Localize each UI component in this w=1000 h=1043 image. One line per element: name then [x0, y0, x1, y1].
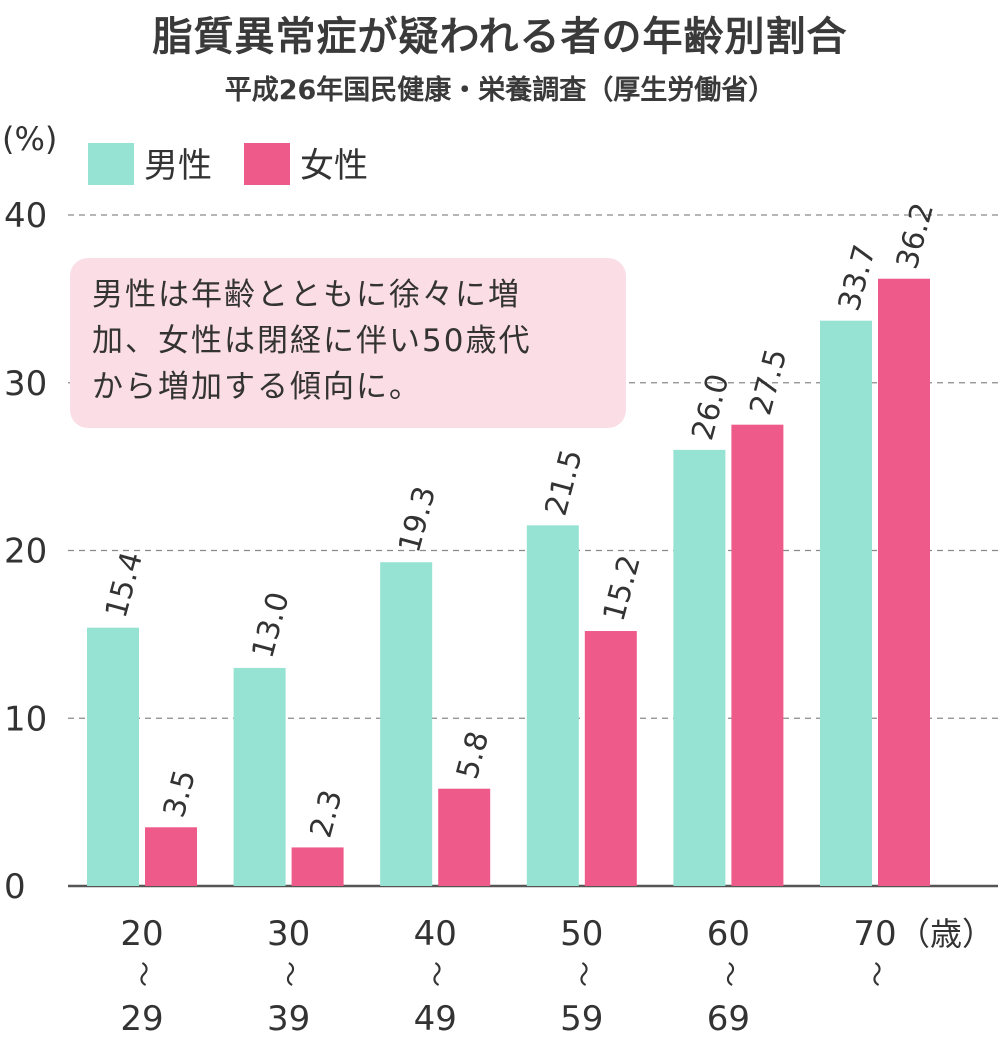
bar-value-label: 33.7	[832, 241, 883, 315]
legend-label: 女性	[300, 146, 368, 186]
x-tick-label-separator: 〜	[860, 961, 890, 987]
x-tick-label-from: 30	[267, 914, 310, 954]
legend-swatch	[244, 143, 290, 185]
bar	[233, 667, 286, 886]
annotation-line: 加、女性は閉経に伴い50歳代	[92, 323, 532, 359]
x-tick-label-to: 59	[560, 999, 603, 1039]
bar	[673, 449, 726, 886]
x-tick-label-to: 29	[120, 999, 163, 1039]
legend-swatch	[88, 143, 134, 185]
x-tick-label-separator: 〜	[127, 961, 157, 987]
bar	[731, 424, 784, 886]
bar-value-label: 3.5	[157, 766, 203, 821]
x-tick-label-separator: 〜	[420, 961, 450, 987]
bar	[145, 827, 197, 886]
annotation-line: 男性は年齢とともに徐々に増	[92, 277, 521, 313]
y-tick-label: 0	[4, 867, 26, 907]
annotation-box: 男性は年齢とともに徐々に増 加、女性は閉経に伴い50歳代 から増加する傾向に。	[70, 258, 626, 428]
bar	[526, 525, 579, 886]
y-tick-label: 40	[4, 196, 47, 236]
chart-subtitle: 平成26年国民健康・栄養調査（厚生労働省）	[224, 75, 776, 106]
x-tick-label-from: 50	[560, 914, 603, 954]
bar-value-label: 15.4	[99, 548, 150, 622]
x-axis-unit-label: （歳）	[898, 915, 994, 953]
annotation-line: から増加する傾向に。	[92, 369, 422, 405]
y-tick-label: 20	[4, 532, 47, 572]
bar-value-label: 27.5	[743, 345, 794, 419]
x-tick-label-to: 69	[707, 999, 750, 1039]
bar	[820, 320, 872, 886]
bar	[584, 631, 637, 886]
x-tick-label-from: 20	[120, 914, 163, 954]
bar	[878, 278, 930, 886]
y-axis-unit-label: (%)	[2, 120, 57, 158]
bar	[380, 562, 433, 886]
bar-value-label: 36.2	[890, 199, 941, 273]
x-tick-label-separator: 〜	[567, 961, 597, 987]
bar	[291, 847, 344, 886]
chart-title: 脂質異常症が疑われる者の年齢別割合	[152, 14, 848, 60]
x-tick-label-to: 39	[267, 999, 310, 1039]
bar-value-label: 15.2	[597, 552, 648, 626]
bar	[87, 627, 139, 886]
bar-value-label: 13.0	[246, 588, 297, 662]
y-tick-label: 30	[4, 364, 47, 404]
y-tick-label: 10	[4, 699, 47, 739]
legend-label: 男性	[144, 146, 212, 186]
bar-value-label: 26.0	[685, 370, 736, 444]
x-tick-label-from: 40	[414, 914, 457, 954]
bar-value-label: 2.3	[304, 786, 350, 841]
x-tick-label-separator: 〜	[713, 961, 743, 987]
x-tick-label-to: 49	[414, 999, 457, 1039]
x-tick-label-from: 60	[707, 914, 750, 954]
x-tick-label-from: 70	[853, 914, 896, 954]
bar-value-label: 19.3	[392, 483, 443, 557]
bar-value-label: 21.5	[539, 446, 590, 520]
bar	[438, 788, 491, 886]
bar-value-label: 5.8	[450, 728, 496, 783]
x-tick-label-separator: 〜	[274, 961, 304, 987]
